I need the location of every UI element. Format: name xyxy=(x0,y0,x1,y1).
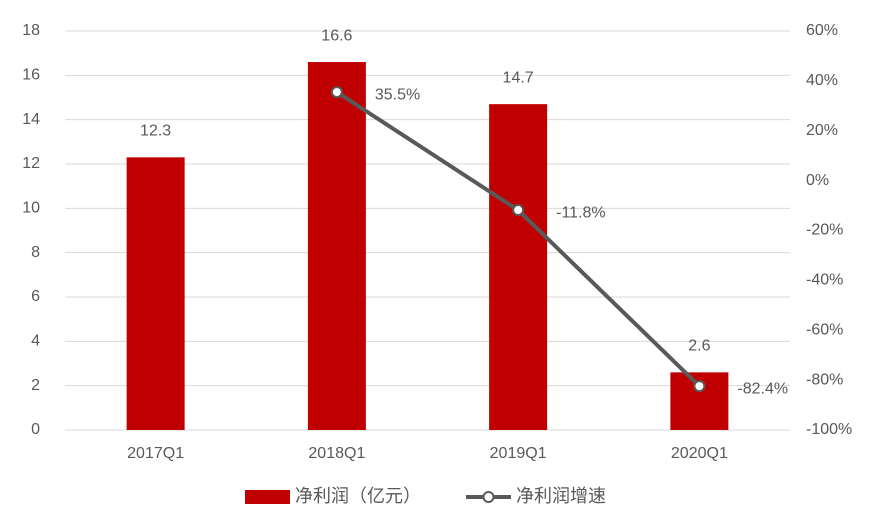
y-tick-label: 2 xyxy=(31,377,40,394)
data-label: 35.5% xyxy=(375,86,420,103)
bar xyxy=(489,104,548,431)
data-label: 12.3 xyxy=(140,123,171,140)
x-tick-label: 2020Q1 xyxy=(671,445,728,462)
y-tick-label: 12 xyxy=(22,155,40,172)
y2-tick-label: 40% xyxy=(806,72,838,89)
x-tick-label: 2018Q1 xyxy=(308,445,365,462)
y2-tick-label: -100% xyxy=(806,421,852,438)
y-tick-label: 10 xyxy=(22,200,40,217)
data-label: -82.4% xyxy=(737,380,788,397)
data-label: 14.7 xyxy=(503,69,534,86)
y2-tick-label: 60% xyxy=(806,22,838,39)
line-marker xyxy=(330,86,343,99)
y-tick-label: 14 xyxy=(22,111,40,128)
y-tick-label: 4 xyxy=(31,333,40,350)
line-marker xyxy=(512,204,525,217)
y-tick-label: 0 xyxy=(31,421,40,438)
y2-tick-label: 20% xyxy=(806,122,838,139)
x-tick-label: 2019Q1 xyxy=(490,445,547,462)
legend-label: 净利润增速 xyxy=(516,486,606,506)
legend-swatch xyxy=(482,491,495,503)
bar xyxy=(307,62,366,431)
y-tick-label: 8 xyxy=(31,244,40,261)
y2-tick-label: 0% xyxy=(806,172,829,189)
y-tick-label: 16 xyxy=(22,67,40,84)
y-tick-label: 18 xyxy=(22,22,40,39)
y2-tick-label: -60% xyxy=(806,321,843,338)
x-tick-label: 2017Q1 xyxy=(127,445,184,462)
line-marker xyxy=(693,380,706,393)
bar xyxy=(126,157,185,430)
y2-tick-label: -80% xyxy=(806,371,843,388)
y2-tick-label: -40% xyxy=(806,272,843,289)
legend-label: 净利润（亿元） xyxy=(295,486,421,506)
legend-swatch xyxy=(245,490,290,504)
y2-tick-label: -20% xyxy=(806,222,843,239)
data-label: 2.6 xyxy=(688,338,710,355)
data-label: -11.8% xyxy=(556,204,606,221)
data-label: 16.6 xyxy=(321,27,352,44)
y-tick-label: 6 xyxy=(31,288,40,305)
